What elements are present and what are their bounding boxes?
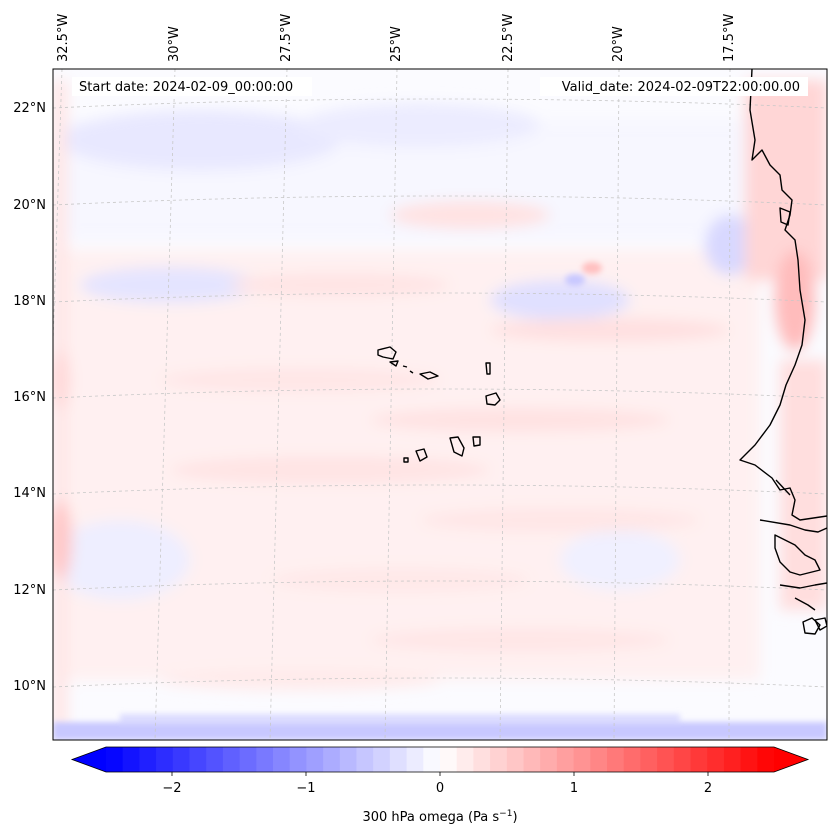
africa-coast xyxy=(739,69,827,521)
colorbar-bin xyxy=(723,747,742,772)
colorbar-tick-label: 2 xyxy=(704,781,712,796)
colorbar-tick-label: −1 xyxy=(296,781,315,796)
colorbar-bin xyxy=(456,747,474,772)
colorbar: −2 −1 0 1 2 300 hPa omega (Pa s−1) xyxy=(70,746,810,825)
colorbar-bin xyxy=(523,747,541,772)
lat-label: 22°N xyxy=(13,101,46,116)
colorbar-bin xyxy=(657,747,675,772)
colorbar-bin xyxy=(590,747,608,772)
colorbar-bin xyxy=(256,747,274,772)
colorbar-bin xyxy=(490,747,508,772)
lat-label: 10°N xyxy=(13,679,46,694)
colorbar-bin xyxy=(406,747,424,772)
colorbar-bin xyxy=(757,747,775,772)
valid-date-label: Valid_date: 2024-02-09T22:00:00.00 xyxy=(562,80,800,95)
lon-label: 27.5°W xyxy=(279,14,294,62)
colorbar-bin xyxy=(306,747,324,772)
colorbar-bin xyxy=(640,747,658,772)
colorbar-tick-label: 1 xyxy=(570,781,578,796)
lat-label: 14°N xyxy=(13,486,46,501)
latitude-labels: 22°N 20°N 18°N 16°N 14°N 12°N 10°N xyxy=(13,101,46,694)
colorbar-bin xyxy=(339,747,358,772)
colorbar-bin xyxy=(389,747,408,772)
colorbar-bin xyxy=(556,747,575,772)
colorbar-bin xyxy=(607,747,625,772)
colorbar-bin xyxy=(106,747,124,772)
colorbar-bin xyxy=(473,747,491,772)
graticule xyxy=(53,69,827,740)
lon-label: 22.5°W xyxy=(501,14,516,62)
start-date-label: Start date: 2024-02-09_00:00:00 xyxy=(79,80,293,95)
colorbar-bin xyxy=(206,747,224,772)
lon-label: 32.5°W xyxy=(56,14,71,62)
colorbar-bin xyxy=(573,747,591,772)
colorbar-tick-label: −2 xyxy=(162,781,181,796)
colorbar-outline xyxy=(70,746,810,773)
colorbar-extend-high xyxy=(774,747,808,772)
lat-label: 20°N xyxy=(13,198,46,213)
lat-label: 16°N xyxy=(13,390,46,405)
colorbar-bin xyxy=(189,747,207,772)
lon-label: 20°W xyxy=(611,26,626,62)
colorbar-bins xyxy=(106,747,775,772)
colorbar-bin xyxy=(139,747,157,772)
colorbar-bin xyxy=(289,747,307,772)
colorbar-extend-low xyxy=(72,747,106,772)
lon-label: 30°W xyxy=(167,26,182,62)
longitude-labels: 32.5°W 30°W 27.5°W 25°W 22.5°W 20°W 17.5… xyxy=(56,14,737,62)
run-info: Start date: 2024-02-09_00:00:00 Valid_da… xyxy=(72,77,808,96)
map-panel: Start date: 2024-02-09_00:00:00 Valid_da… xyxy=(52,68,828,741)
colorbar-bin xyxy=(506,747,525,772)
colorbar-bin xyxy=(239,747,257,772)
colorbar-tick-label: 0 xyxy=(436,781,444,796)
colorbar-bin xyxy=(707,747,725,772)
colorbar-title: 300 hPa omega (Pa s−1) xyxy=(362,809,517,825)
coastline xyxy=(377,69,827,635)
colorbar-bin xyxy=(540,747,558,772)
colorbar-bin xyxy=(222,747,241,772)
lat-label: 12°N xyxy=(13,583,46,598)
colorbar-bin xyxy=(373,747,391,772)
omega-field xyxy=(53,80,827,740)
colorbar-bin xyxy=(356,747,374,772)
map-border xyxy=(52,68,828,741)
lon-label: 25°W xyxy=(389,26,404,62)
colorbar-bin xyxy=(122,747,140,772)
lat-label: 18°N xyxy=(13,294,46,309)
cabo-verde-islands xyxy=(377,346,501,463)
colorbar-bin xyxy=(156,747,174,772)
colorbar-bin xyxy=(440,747,458,772)
colorbar-bin xyxy=(740,747,758,772)
colorbar-bin xyxy=(323,747,341,772)
colorbar-ticks xyxy=(171,772,709,776)
colorbar-bin xyxy=(690,747,708,772)
lon-label: 17.5°W xyxy=(722,14,737,62)
colorbar-bin xyxy=(673,747,692,772)
colorbar-bin xyxy=(423,747,441,772)
colorbar-bin xyxy=(273,747,291,772)
colorbar-bin xyxy=(623,747,641,772)
colorbar-bin xyxy=(172,747,191,772)
